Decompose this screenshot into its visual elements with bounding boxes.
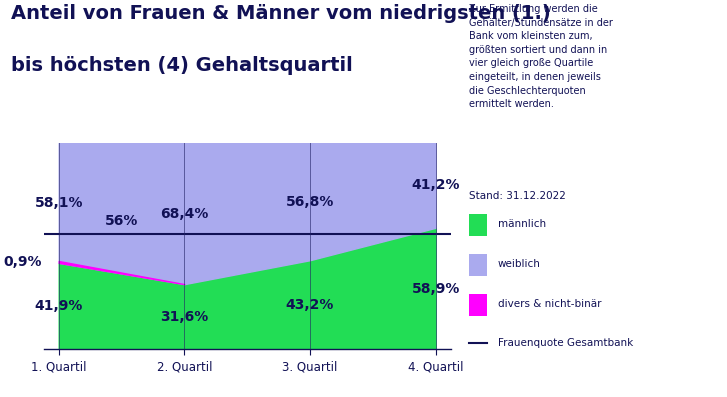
Text: divers & nicht-binär: divers & nicht-binär xyxy=(498,299,601,309)
Text: 31,6%: 31,6% xyxy=(160,310,209,324)
Text: bis höchsten (4) Gehaltsquartil: bis höchsten (4) Gehaltsquartil xyxy=(11,56,353,75)
Text: 58,9%: 58,9% xyxy=(411,281,460,295)
Text: Stand: 31.12.2022: Stand: 31.12.2022 xyxy=(469,191,566,200)
Text: Frauenquote Gesamtbank: Frauenquote Gesamtbank xyxy=(498,338,633,349)
Text: Anteil von Frauen & Männer vom niedrigsten (1.): Anteil von Frauen & Männer vom niedrigst… xyxy=(11,4,550,23)
Text: 68,4%: 68,4% xyxy=(160,206,209,220)
Text: 41,9%: 41,9% xyxy=(34,299,83,313)
Text: 58,1%: 58,1% xyxy=(34,196,83,210)
Text: männlich: männlich xyxy=(498,219,546,229)
Text: 56%: 56% xyxy=(105,214,138,227)
Text: 56,8%: 56,8% xyxy=(286,195,334,208)
Text: 0,9%: 0,9% xyxy=(4,255,42,269)
Text: Zur Ermittlung werden die
Gehälter/Stundensätze in der
Bank vom kleinsten zum,
g: Zur Ermittlung werden die Gehälter/Stund… xyxy=(469,4,613,109)
Text: 41,2%: 41,2% xyxy=(411,178,460,192)
Text: 43,2%: 43,2% xyxy=(286,298,334,312)
Text: weiblich: weiblich xyxy=(498,259,541,269)
